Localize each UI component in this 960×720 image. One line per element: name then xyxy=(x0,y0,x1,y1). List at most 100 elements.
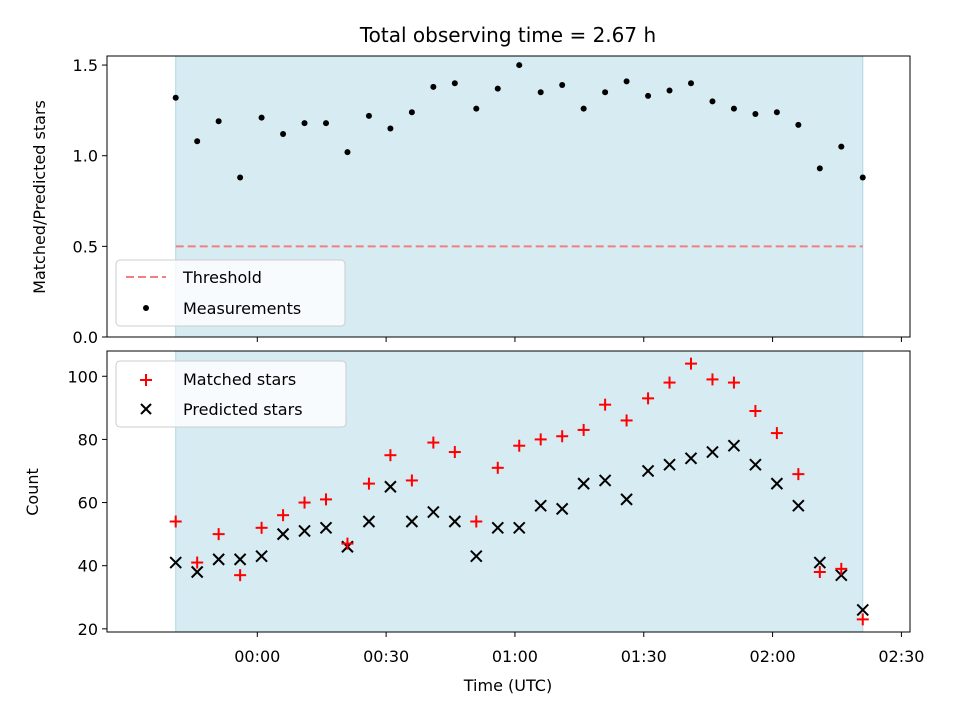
matched-point xyxy=(685,357,697,370)
top-y-ticks: 0.0 0.5 1.0 1.5 xyxy=(73,56,107,347)
matched-point xyxy=(169,515,182,528)
y-tick-label: 60 xyxy=(78,494,98,513)
matched-point xyxy=(448,446,461,459)
predicted-point xyxy=(255,550,268,563)
measurement-point xyxy=(451,80,458,87)
measurement-point xyxy=(280,130,287,137)
matched-point xyxy=(212,528,225,541)
predicted-point xyxy=(384,480,397,493)
predicted-point xyxy=(641,464,655,478)
predicted-point xyxy=(555,502,569,516)
predicted-point xyxy=(749,458,762,471)
measurement-point xyxy=(301,120,308,127)
measurement-point xyxy=(859,174,866,181)
matched-point xyxy=(556,430,569,443)
predicted-point xyxy=(190,565,204,579)
matched-point xyxy=(470,515,483,528)
matched-point xyxy=(770,427,783,440)
measurement-point xyxy=(580,105,587,112)
predicted-point xyxy=(298,524,311,538)
matched-point xyxy=(835,562,848,575)
measurement-point xyxy=(344,149,351,156)
measurement-point xyxy=(516,62,523,69)
y-tick-label: 100 xyxy=(67,367,98,386)
measurement-point xyxy=(473,105,480,112)
top-panel: 0.0 0.5 1.0 1.5 Matched/Predicted stars Thr… xyxy=(30,55,911,347)
matched-point xyxy=(577,423,590,436)
top-legend: Threshold Measurements xyxy=(115,259,346,327)
matched-point xyxy=(792,468,805,481)
measurement-point xyxy=(623,78,630,85)
x-tick-label: 02:30 xyxy=(878,647,924,666)
matched-point xyxy=(642,392,655,405)
predicted-point xyxy=(233,553,247,566)
predicted-point xyxy=(577,477,590,490)
measurement-point xyxy=(773,109,780,116)
predicted-point xyxy=(534,499,547,512)
bottom-axes-frame xyxy=(106,350,911,633)
bottom-legend: Matched stars Predicted stars xyxy=(115,360,347,428)
predicted-point xyxy=(813,556,827,569)
bottom-y-ticks: 20 40 60 80 100 xyxy=(67,367,107,639)
predicted-point xyxy=(212,553,225,566)
predicted-point xyxy=(319,521,333,535)
y-tick-label: 80 xyxy=(78,430,98,449)
measurements-series xyxy=(172,62,866,181)
predicted-point xyxy=(405,515,419,528)
predicted-point xyxy=(169,556,182,569)
measurement-point xyxy=(688,80,694,87)
predicted-point xyxy=(427,505,440,519)
x-tick-label: 01:00 xyxy=(492,647,538,666)
matched-point xyxy=(362,477,375,490)
measurement-point xyxy=(666,87,673,94)
y-tick-label: 0.0 xyxy=(73,328,98,347)
matched-legend-label: Matched stars xyxy=(183,370,296,389)
predicted-point xyxy=(770,477,784,490)
measurements-legend-swatch xyxy=(143,305,149,311)
predicted-point xyxy=(792,499,805,512)
predicted-point xyxy=(706,445,719,459)
predicted-legend-label: Predicted stars xyxy=(183,400,303,419)
x-tick-label: 00:00 xyxy=(234,647,280,666)
predicted-point xyxy=(491,521,504,535)
measurement-point xyxy=(752,111,759,118)
matched-point xyxy=(663,376,676,389)
predicted-point xyxy=(835,568,848,582)
measurement-point xyxy=(602,89,609,96)
measurement-point xyxy=(215,118,222,125)
predicted-point xyxy=(598,474,612,487)
matched-point xyxy=(384,449,397,462)
measurement-point xyxy=(494,85,501,92)
matched-point xyxy=(491,461,504,474)
matched-point xyxy=(620,414,633,427)
top-axes-frame xyxy=(106,55,911,338)
matched-point xyxy=(298,496,311,509)
measurement-point xyxy=(172,94,179,101)
y-tick-label: 0.5 xyxy=(73,237,98,256)
predicted-point xyxy=(276,527,290,541)
measurement-point xyxy=(816,165,823,172)
y-tick-label: 1.5 xyxy=(73,56,98,75)
matched-point xyxy=(405,474,418,487)
measurement-point xyxy=(387,125,394,132)
bottom-series xyxy=(169,357,869,626)
predicted-point xyxy=(684,452,698,465)
matched-point xyxy=(234,569,247,582)
predicted-point xyxy=(448,515,462,528)
matched-point xyxy=(191,556,204,569)
bottom-y-axis-label: Count xyxy=(23,468,42,516)
measurement-point xyxy=(323,120,329,127)
bottom-panel: 20 40 60 80 100 00:00 00:30 01:00 01:30 02:00 02:… xyxy=(23,350,924,695)
predicted-point xyxy=(856,603,869,617)
measurement-point xyxy=(838,143,845,150)
measurement-point xyxy=(730,105,737,112)
measurement-point xyxy=(408,109,415,116)
predicted-point xyxy=(620,493,633,506)
x-tick-label: 01:30 xyxy=(621,647,667,666)
matched-point xyxy=(706,373,719,386)
matched-point xyxy=(856,613,869,626)
measurement-point xyxy=(645,92,652,99)
x-axis-label: Time (UTC) xyxy=(463,676,552,695)
matched-point xyxy=(427,436,440,449)
